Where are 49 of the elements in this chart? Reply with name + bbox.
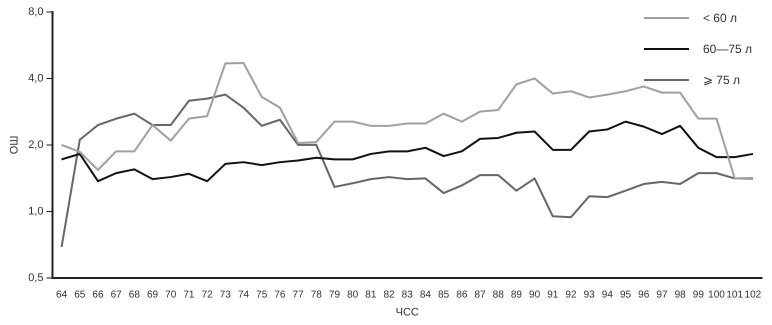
x-axis-title: ЧСС xyxy=(396,306,419,318)
x-tick-label: 65 xyxy=(74,290,86,301)
y-tick-label: 1,0 xyxy=(28,205,44,218)
x-tick-label: 92 xyxy=(565,290,577,301)
x-tick-label: 84 xyxy=(420,290,432,301)
x-tick-label: 93 xyxy=(584,290,596,301)
x-tick-label: 86 xyxy=(456,290,468,301)
x-tick-label: 68 xyxy=(128,290,140,301)
y-tick-label: 0,5 xyxy=(28,272,44,284)
y-tick-label: 4,0 xyxy=(28,72,44,84)
x-tick-label: 91 xyxy=(547,290,559,301)
x-tick-label: 75 xyxy=(256,290,268,301)
x-tick-label: 98 xyxy=(674,290,686,301)
x-tick-label: 94 xyxy=(602,290,614,301)
x-tick-label: 99 xyxy=(692,290,704,301)
x-tick-label: 73 xyxy=(220,290,232,301)
x-tick-label: 101 xyxy=(726,290,744,301)
x-tick-label: 72 xyxy=(202,290,214,301)
x-tick-label: 83 xyxy=(402,290,414,301)
x-tick-label: 69 xyxy=(146,290,159,301)
x-tick-label: 96 xyxy=(638,290,650,301)
x-tick-label: 85 xyxy=(438,290,450,301)
x-tick-label: 64 xyxy=(56,290,68,301)
x-tick-label: 70 xyxy=(165,290,177,301)
x-tick-label: 95 xyxy=(620,290,632,301)
x-tick-label: 76 xyxy=(274,290,286,301)
legend-label: 60—75 л xyxy=(702,42,752,56)
x-tick-label: 90 xyxy=(529,290,541,301)
x-tick-label: 87 xyxy=(474,290,486,301)
x-tick-label: 74 xyxy=(238,290,250,301)
x-tick-label: 89 xyxy=(510,290,522,301)
y-tick-label: 8,0 xyxy=(28,6,44,18)
x-tick-label: 71 xyxy=(183,290,195,301)
x-tick-label: 77 xyxy=(292,290,304,301)
y-tick-label: 2,0 xyxy=(28,138,44,151)
x-tick-label: 81 xyxy=(365,290,377,301)
x-tick-label: 78 xyxy=(310,290,322,301)
x-tick-label: 66 xyxy=(92,290,104,301)
legend-label: < 60 л xyxy=(702,10,737,24)
x-tick-label: 88 xyxy=(492,290,504,301)
x-tick-label: 97 xyxy=(656,290,668,301)
legend-label: ⩾ 75 л xyxy=(702,72,740,86)
y-axis-title: ОШ xyxy=(8,136,21,154)
x-tick-label: 67 xyxy=(110,290,122,301)
x-tick-label: 102 xyxy=(744,290,762,301)
x-tick-label: 80 xyxy=(347,290,359,301)
x-tick-label: 82 xyxy=(383,290,396,301)
x-tick-label: 79 xyxy=(328,290,340,301)
x-tick-label: 100 xyxy=(708,290,726,301)
